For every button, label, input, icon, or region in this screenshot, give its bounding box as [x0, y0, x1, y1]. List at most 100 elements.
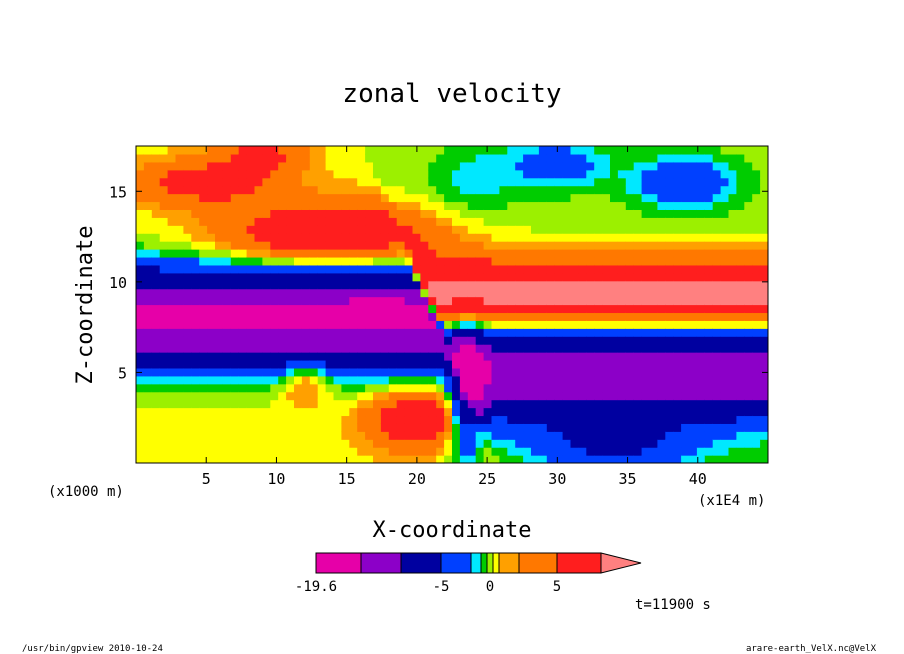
field-cell [167, 423, 177, 432]
field-cell [246, 153, 256, 163]
field-cell [562, 399, 572, 409]
field-cell [475, 328, 485, 337]
field-cell [728, 209, 737, 218]
field-cell [578, 233, 587, 242]
field-cell [531, 201, 540, 210]
field-cell [681, 431, 690, 440]
field-cell [301, 169, 311, 179]
field-cell [728, 296, 737, 306]
field-cell [222, 312, 232, 321]
field-cell [586, 455, 595, 463]
field-cell [578, 359, 587, 369]
field-cell [136, 296, 145, 306]
field-cell [562, 375, 572, 385]
field-cell [633, 241, 643, 250]
field-cell [562, 423, 572, 432]
field-cell [704, 209, 714, 218]
field-cell [475, 209, 485, 218]
field-cell [341, 320, 350, 329]
field-cell [215, 304, 224, 314]
field-cell [554, 264, 564, 274]
field-cell [199, 336, 208, 345]
field-cell [475, 320, 485, 329]
field-cell [270, 201, 279, 210]
field-cell [294, 399, 303, 409]
field-cell [586, 161, 595, 171]
field-cell [262, 296, 271, 306]
field-cell [396, 146, 406, 155]
field-cell [681, 455, 690, 463]
field-cell [586, 359, 595, 369]
field-cell [617, 344, 627, 353]
field-cell [365, 399, 374, 409]
field-cell [665, 272, 674, 282]
field-cell [238, 177, 248, 187]
field-cell [270, 352, 279, 361]
field-cell [515, 169, 524, 179]
field-cell [246, 367, 256, 377]
field-cell [254, 304, 263, 314]
field-cell [404, 185, 414, 195]
field-cell [238, 296, 248, 306]
field-cell [412, 344, 421, 353]
field-cell [444, 367, 453, 377]
field-cell [349, 431, 358, 440]
field-cell [538, 272, 548, 282]
field-cell [610, 272, 619, 282]
field-cell [246, 423, 256, 432]
field-cell [554, 225, 564, 234]
field-cell [602, 359, 611, 369]
field-cell [523, 193, 532, 203]
field-cell [428, 296, 437, 306]
field-cell [294, 225, 303, 234]
field-cell [294, 423, 303, 432]
field-cell [380, 320, 390, 329]
field-cell [475, 161, 485, 171]
field-cell [467, 256, 477, 266]
field-cell [720, 146, 730, 155]
field-cell [183, 447, 192, 456]
field-cell [246, 431, 256, 440]
field-cell [452, 367, 461, 377]
field-cell [483, 288, 493, 298]
field-cell [570, 304, 579, 314]
field-cell [262, 304, 271, 314]
field-cell [215, 320, 224, 329]
field-cell [499, 431, 508, 440]
field-cell [657, 185, 666, 195]
field-cell [546, 296, 556, 306]
field-cell [665, 288, 674, 298]
field-cell [720, 280, 730, 290]
field-cell [594, 241, 603, 250]
field-cell [546, 249, 556, 258]
field-cell [396, 272, 406, 282]
field-cell [207, 383, 216, 393]
field-cell [570, 177, 579, 187]
field-cell [602, 352, 611, 361]
field-cell [301, 415, 311, 424]
field-cell [657, 146, 666, 155]
field-cell [349, 352, 358, 361]
field-cell [246, 312, 256, 321]
field-cell [191, 272, 200, 282]
field-cell [341, 209, 350, 218]
field-cell [562, 185, 572, 195]
field-cell [459, 209, 469, 218]
field-cell [594, 233, 603, 242]
field-cell [515, 423, 524, 432]
field-cell [594, 185, 603, 195]
field-cell [404, 455, 414, 463]
field-cell [673, 233, 682, 242]
field-cell [428, 359, 437, 369]
field-cell [365, 201, 374, 210]
field-cell [270, 391, 279, 401]
field-cell [657, 312, 666, 321]
field-cell [523, 288, 532, 298]
field-cell [728, 455, 737, 463]
field-cell [459, 407, 469, 417]
x-axis-label: X-coordinate [373, 518, 532, 543]
field-cell [373, 304, 382, 314]
field-cell [191, 217, 200, 226]
field-cell [404, 304, 414, 314]
field-cell [325, 320, 335, 329]
